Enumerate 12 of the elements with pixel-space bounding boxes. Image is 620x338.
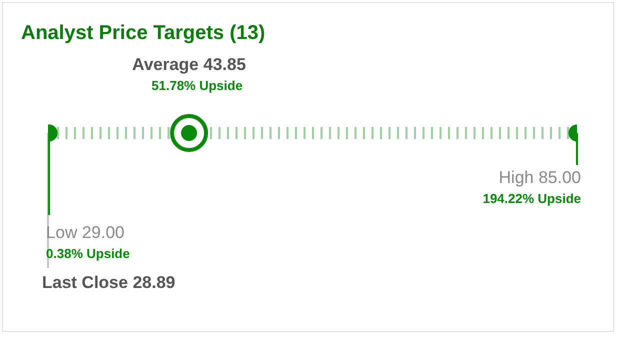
category-label: Average (132, 55, 199, 74)
text: 0.38% Upside (46, 246, 130, 261)
category-label: Last Close (42, 273, 128, 292)
text: Analyst Price Targets (13) (21, 22, 266, 45)
text: 51.78% Upside (152, 78, 243, 93)
data-label: 28.89 (132, 273, 176, 292)
category-label: High (498, 168, 534, 187)
data-label: 85.00 (538, 168, 582, 187)
category-label: Low (46, 223, 78, 242)
text: 194.22% Upside (482, 191, 581, 206)
data-label: 43.85 (203, 55, 246, 74)
data-label: 29.00 (82, 223, 124, 242)
